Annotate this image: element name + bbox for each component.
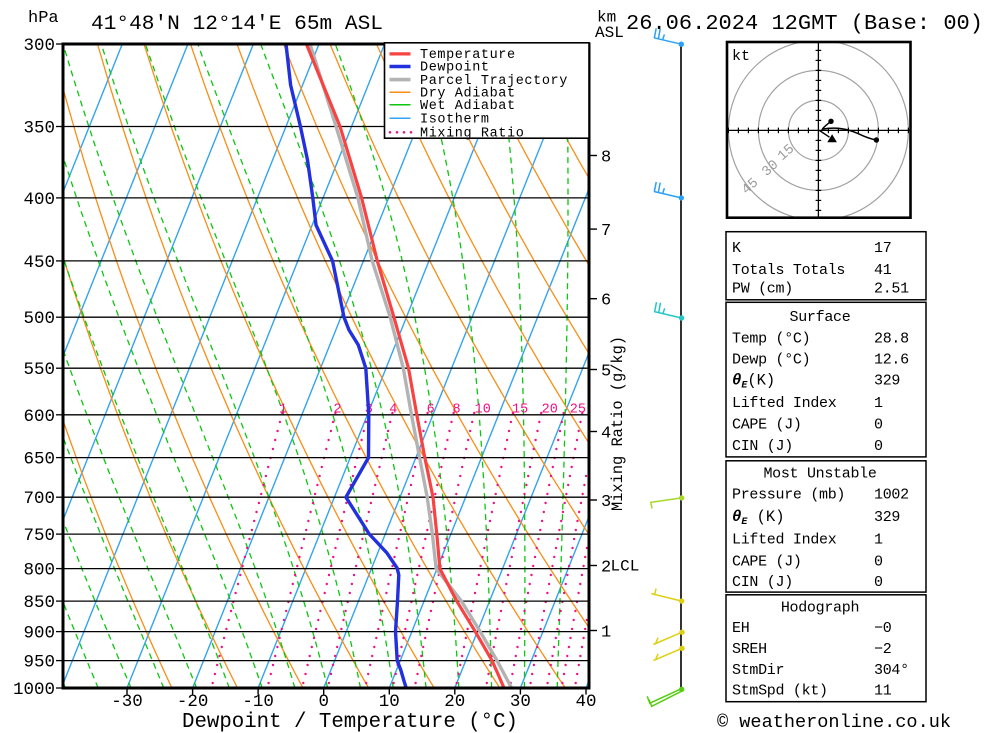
svg-text:41°48'N 12°14'E 65m ASL: 41°48'N 12°14'E 65m ASL bbox=[91, 13, 383, 36]
svg-text:550: 550 bbox=[23, 360, 55, 380]
svg-text:12.6: 12.6 bbox=[874, 351, 909, 368]
svg-text:800: 800 bbox=[23, 561, 55, 581]
svg-text:Mixing Ratio: Mixing Ratio bbox=[420, 127, 524, 142]
svg-text:500: 500 bbox=[23, 309, 55, 329]
svg-text:30: 30 bbox=[510, 692, 531, 712]
svg-text:km: km bbox=[597, 9, 616, 27]
svg-text:329: 329 bbox=[874, 373, 900, 390]
svg-text:SREH: SREH bbox=[732, 641, 767, 658]
svg-text:Dewp (°C): Dewp (°C) bbox=[732, 351, 810, 368]
svg-text:1: 1 bbox=[601, 624, 611, 643]
svg-text:Dewpoint / Temperature (°C): Dewpoint / Temperature (°C) bbox=[182, 711, 518, 733]
svg-text:Wet Adiabat: Wet Adiabat bbox=[420, 99, 516, 114]
svg-text:700: 700 bbox=[23, 489, 55, 509]
svg-text:20: 20 bbox=[444, 692, 465, 712]
svg-text:© weatheronline.co.uk: © weatheronline.co.uk bbox=[717, 712, 951, 733]
svg-text:-10: -10 bbox=[242, 692, 274, 712]
svg-text:Pressure (mb): Pressure (mb) bbox=[732, 487, 845, 504]
svg-text:θE (K): θE (K) bbox=[732, 508, 785, 528]
svg-text:ASL: ASL bbox=[595, 24, 624, 42]
svg-text:40: 40 bbox=[575, 692, 596, 712]
svg-text:StmSpd (kt): StmSpd (kt) bbox=[732, 683, 828, 700]
svg-text:5: 5 bbox=[601, 363, 611, 382]
svg-text:2: 2 bbox=[333, 403, 341, 418]
svg-text:900: 900 bbox=[23, 624, 55, 644]
svg-text:Hodograph: Hodograph bbox=[781, 599, 859, 616]
svg-text:Mixing Ratio (g/kg): Mixing Ratio (g/kg) bbox=[609, 336, 627, 511]
svg-text:PW (cm): PW (cm) bbox=[732, 281, 793, 298]
svg-text:EH: EH bbox=[732, 620, 749, 637]
svg-text:3: 3 bbox=[601, 493, 611, 512]
svg-text:Temp (°C): Temp (°C) bbox=[732, 331, 810, 348]
svg-text:-20: -20 bbox=[177, 692, 209, 712]
svg-text:2: 2 bbox=[601, 559, 611, 578]
svg-text:Isotherm: Isotherm bbox=[420, 113, 490, 128]
svg-text:Dewpoint: Dewpoint bbox=[420, 61, 490, 76]
svg-text:304°: 304° bbox=[874, 662, 909, 679]
svg-text:650: 650 bbox=[23, 450, 55, 470]
svg-text:−0: −0 bbox=[874, 620, 892, 637]
svg-text:20: 20 bbox=[542, 403, 558, 418]
svg-text:4: 4 bbox=[601, 425, 611, 444]
svg-text:41: 41 bbox=[874, 262, 892, 279]
svg-text:15: 15 bbox=[512, 403, 528, 418]
svg-text:26.06.2024 12GMT (Base: 00): 26.06.2024 12GMT (Base: 00) bbox=[626, 13, 983, 36]
svg-text:1: 1 bbox=[874, 531, 883, 548]
svg-text:8: 8 bbox=[601, 149, 611, 168]
svg-text:1: 1 bbox=[279, 403, 287, 418]
svg-text:6: 6 bbox=[601, 292, 611, 311]
svg-text:350: 350 bbox=[23, 119, 55, 139]
svg-text:Temperature: Temperature bbox=[420, 48, 516, 63]
svg-text:Lifted Index: Lifted Index bbox=[732, 531, 837, 548]
svg-text:17: 17 bbox=[874, 240, 891, 257]
svg-text:CIN (J): CIN (J) bbox=[732, 438, 793, 455]
svg-text:10: 10 bbox=[379, 692, 400, 712]
svg-text:600: 600 bbox=[23, 407, 55, 427]
svg-text:4: 4 bbox=[389, 403, 397, 418]
svg-text:K: K bbox=[732, 240, 741, 257]
svg-text:400: 400 bbox=[23, 190, 55, 210]
svg-text:CAPE (J): CAPE (J) bbox=[732, 417, 802, 434]
svg-text:25: 25 bbox=[570, 403, 586, 418]
svg-text:750: 750 bbox=[23, 526, 55, 546]
svg-text:Lifted Index: Lifted Index bbox=[732, 395, 837, 412]
svg-text:CIN (J): CIN (J) bbox=[732, 574, 793, 591]
svg-text:Parcel Trajectory: Parcel Trajectory bbox=[420, 74, 568, 89]
svg-text:0: 0 bbox=[874, 417, 883, 434]
svg-text:10: 10 bbox=[475, 403, 491, 418]
svg-text:kt: kt bbox=[732, 48, 750, 65]
svg-text:28.8: 28.8 bbox=[874, 331, 909, 348]
svg-text:7: 7 bbox=[601, 222, 611, 241]
svg-text:-30: -30 bbox=[111, 692, 143, 712]
svg-text:StmDir: StmDir bbox=[732, 662, 784, 679]
svg-text:300: 300 bbox=[23, 36, 55, 56]
svg-text:450: 450 bbox=[23, 253, 55, 273]
svg-text:0: 0 bbox=[874, 574, 883, 591]
svg-text:Most Unstable: Most Unstable bbox=[763, 466, 876, 483]
svg-text:CAPE (J): CAPE (J) bbox=[732, 553, 802, 570]
svg-text:Surface: Surface bbox=[790, 309, 851, 326]
svg-text:11: 11 bbox=[874, 683, 892, 700]
svg-text:1: 1 bbox=[874, 395, 883, 412]
svg-text:6: 6 bbox=[427, 403, 435, 418]
svg-text:LCL: LCL bbox=[611, 558, 640, 576]
svg-text:hPa: hPa bbox=[28, 9, 59, 28]
svg-text:8: 8 bbox=[452, 403, 460, 418]
svg-text:329: 329 bbox=[874, 509, 900, 526]
svg-text:850: 850 bbox=[23, 593, 55, 613]
svg-text:0: 0 bbox=[874, 553, 883, 570]
svg-text:950: 950 bbox=[23, 653, 55, 673]
svg-text:Dry Adiabat: Dry Adiabat bbox=[420, 86, 516, 101]
svg-text:0: 0 bbox=[318, 692, 329, 712]
svg-text:1000: 1000 bbox=[13, 680, 55, 700]
svg-text:0: 0 bbox=[874, 438, 883, 455]
svg-text:θE(K): θE(K) bbox=[732, 372, 775, 392]
svg-text:−2: −2 bbox=[874, 641, 891, 658]
svg-text:1002: 1002 bbox=[874, 487, 909, 504]
svg-text:Totals Totals: Totals Totals bbox=[732, 262, 845, 279]
svg-text:2.51: 2.51 bbox=[874, 281, 909, 298]
